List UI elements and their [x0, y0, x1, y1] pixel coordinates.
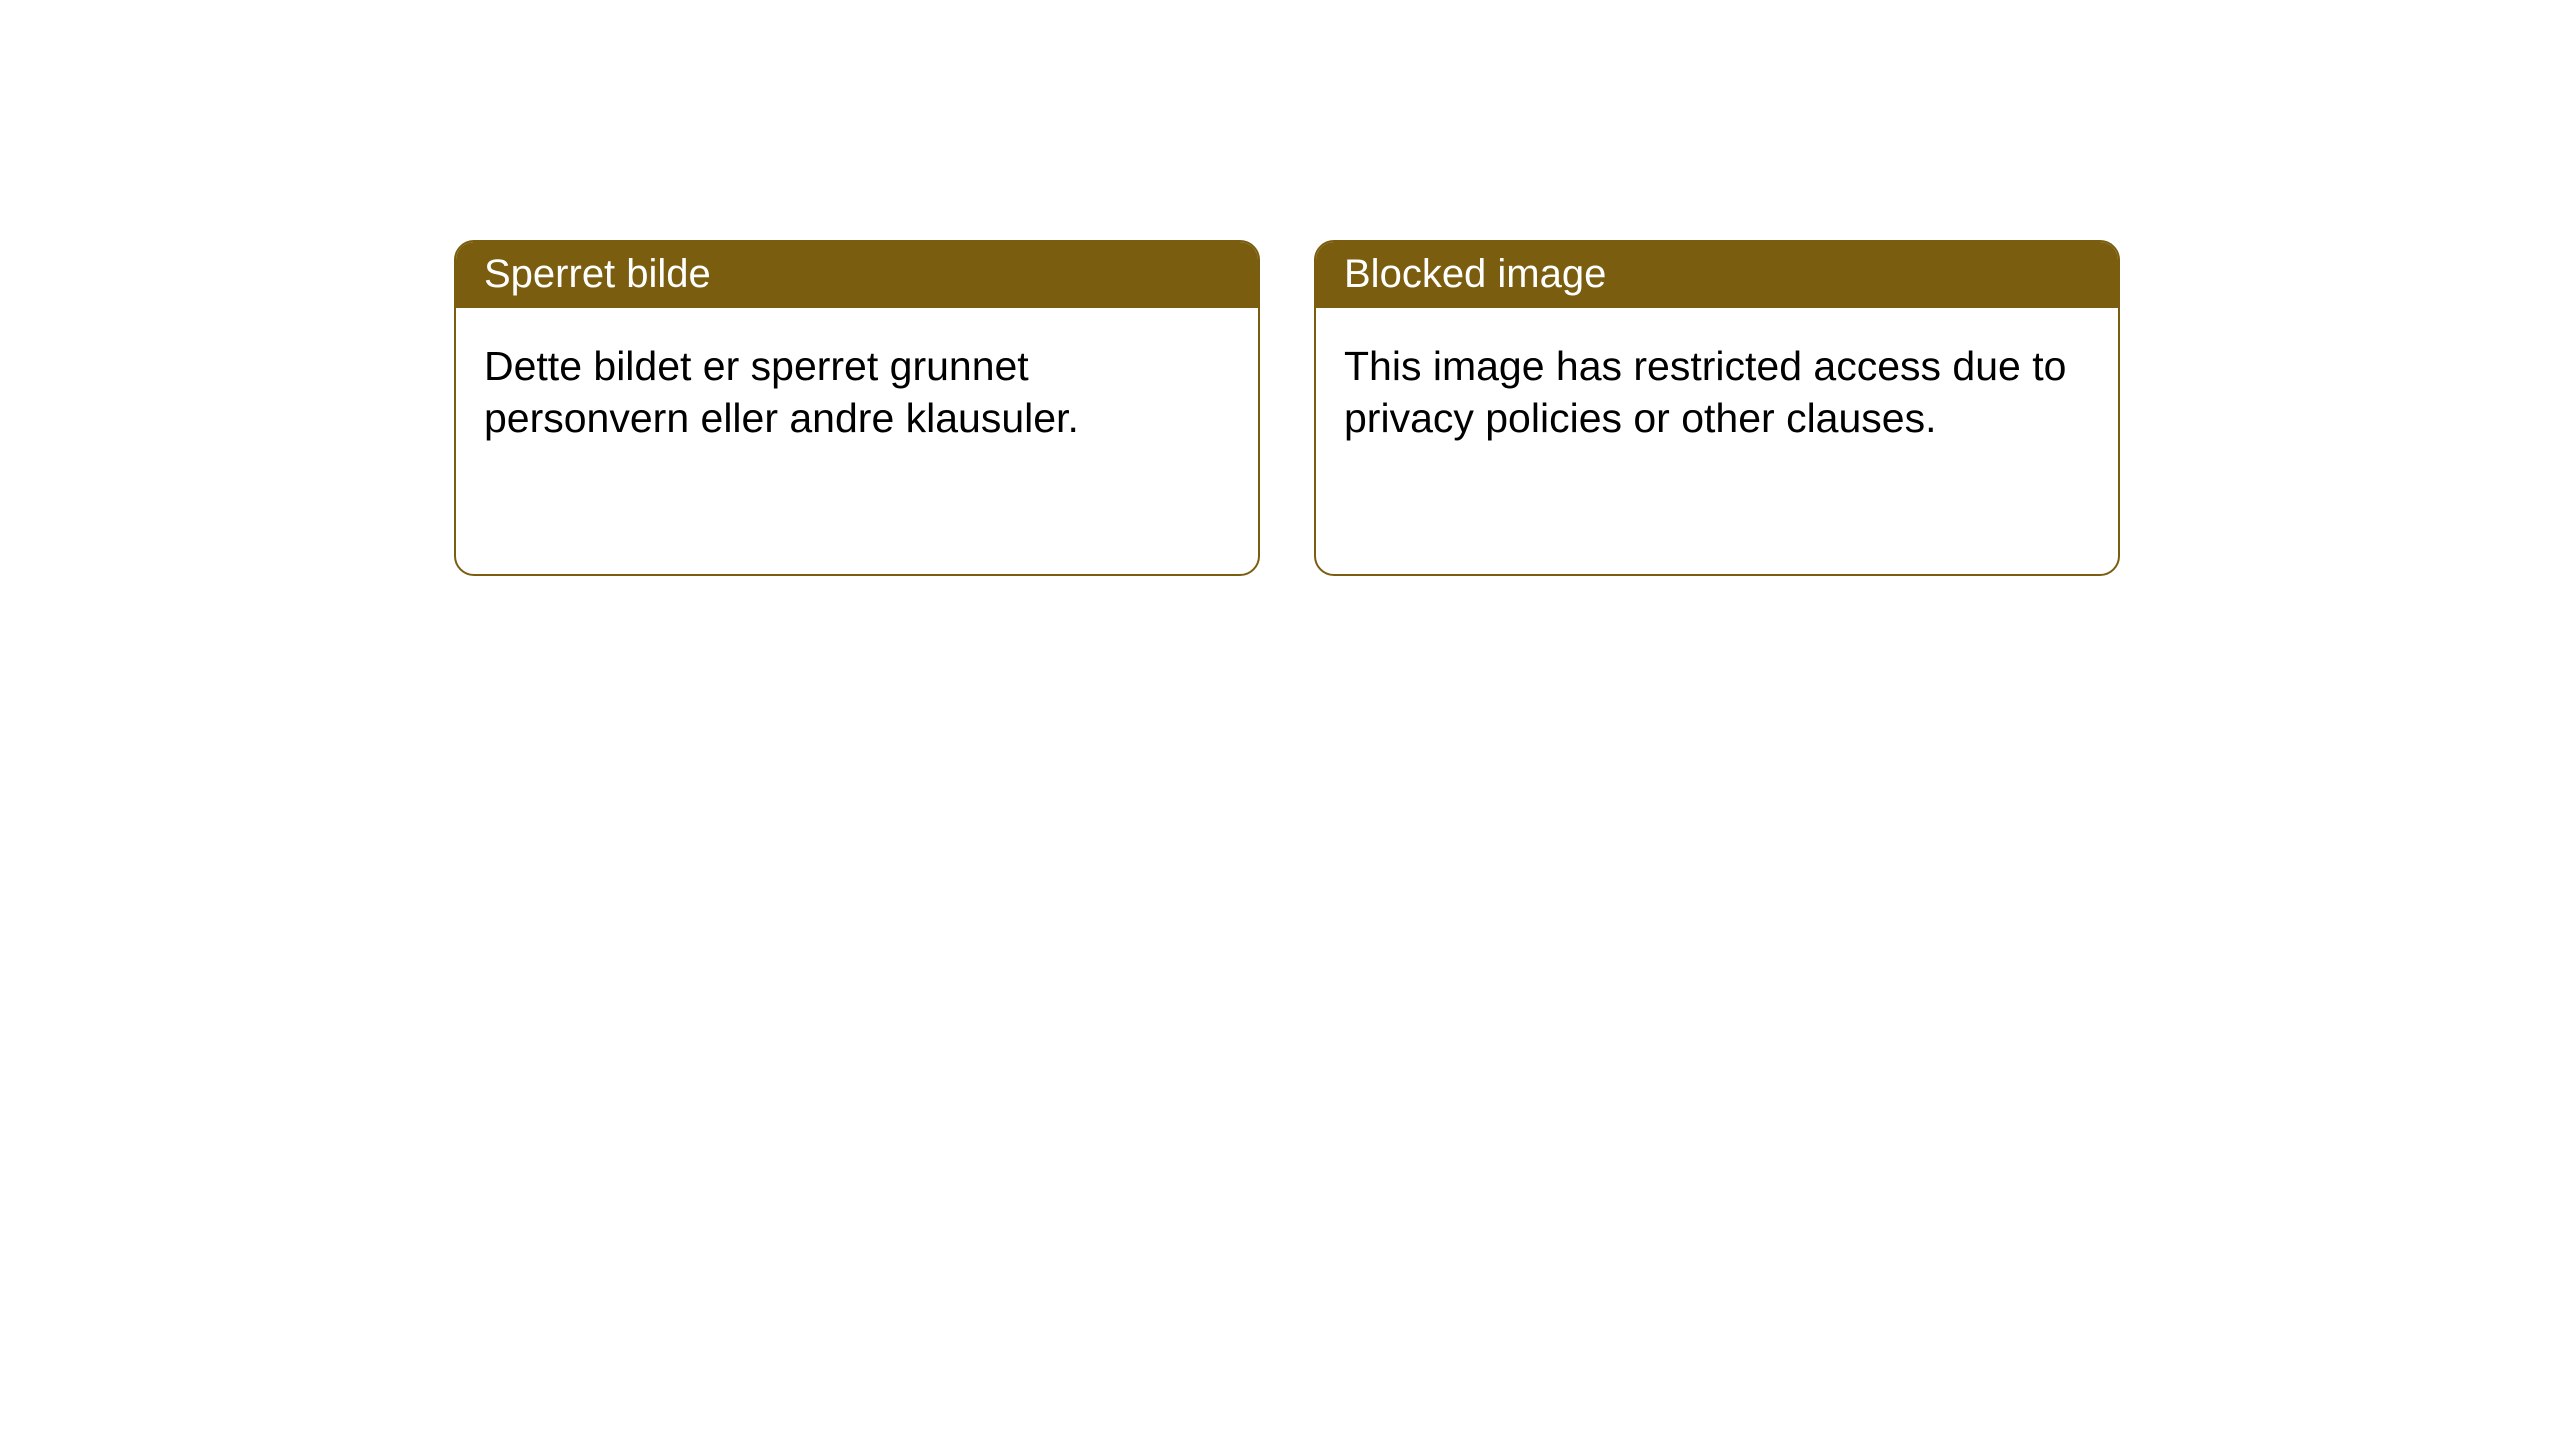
notice-title-no: Sperret bilde — [456, 242, 1258, 308]
notice-card-en: Blocked image This image has restricted … — [1314, 240, 2120, 576]
notice-title-en: Blocked image — [1316, 242, 2118, 308]
notice-container: Sperret bilde Dette bildet er sperret gr… — [0, 0, 2560, 576]
notice-body-no: Dette bildet er sperret grunnet personve… — [456, 308, 1258, 477]
notice-card-no: Sperret bilde Dette bildet er sperret gr… — [454, 240, 1260, 576]
notice-body-en: This image has restricted access due to … — [1316, 308, 2118, 477]
